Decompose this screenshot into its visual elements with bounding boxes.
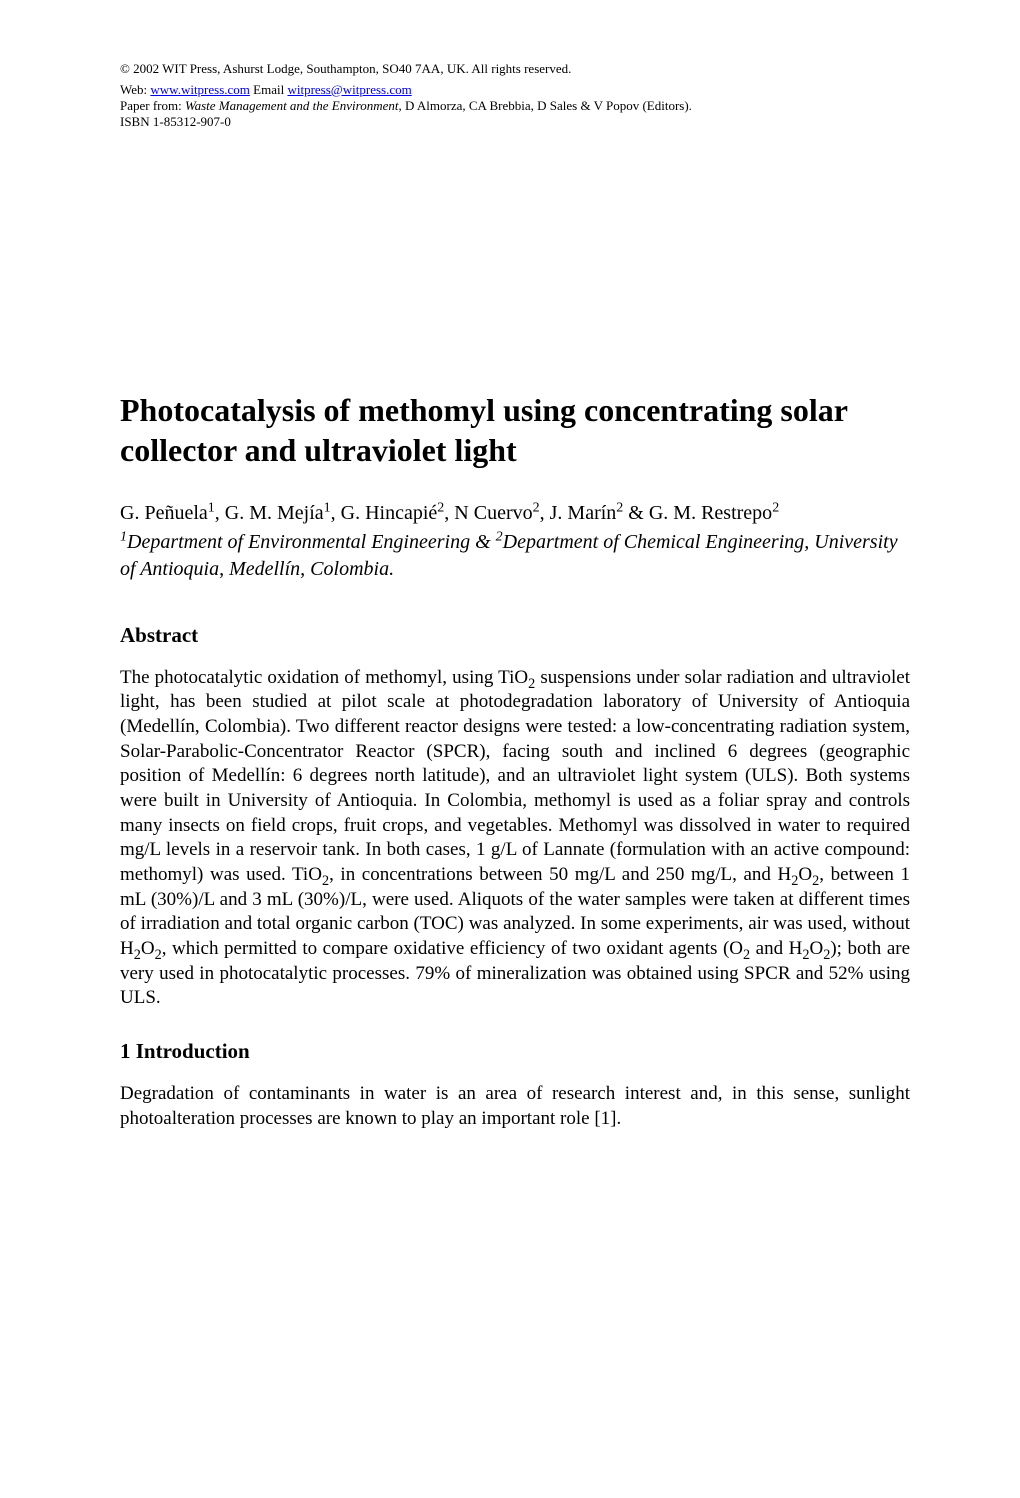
abstract-heading: Abstract (120, 623, 910, 648)
web-link[interactable]: www.witpress.com (150, 82, 250, 97)
paper-from-line: Paper from: Waste Management and the Env… (120, 98, 910, 114)
abstract-body: The photocatalytic oxidation of methomyl… (120, 666, 910, 1012)
paper-title: Photocatalysis of methomyl using concent… (120, 390, 910, 470)
affiliation-line: 1Department of Environmental Engineering… (120, 529, 910, 583)
email-label: Email (250, 82, 288, 97)
paper-from-editors: , D Almorza, CA Brebbia, D Sales & V Pop… (398, 98, 691, 113)
paper-from-title: Waste Management and the Environment (185, 98, 399, 113)
web-label: Web: (120, 82, 150, 97)
authors-line: G. Peñuela1, G. M. Mejía1, G. Hincapié2,… (120, 500, 910, 527)
introduction-heading: 1 Introduction (120, 1039, 910, 1064)
copyright-line: © 2002 WIT Press, Ashurst Lodge, Southam… (120, 60, 910, 78)
email-link[interactable]: witpress@witpress.com (287, 82, 411, 97)
isbn-line: ISBN 1-85312-907-0 (120, 114, 910, 130)
header-web-email: Web: www.witpress.com Email witpress@wit… (120, 82, 910, 98)
paper-from-label: Paper from: (120, 98, 185, 113)
introduction-body: Degradation of contaminants in water is … (120, 1082, 910, 1131)
